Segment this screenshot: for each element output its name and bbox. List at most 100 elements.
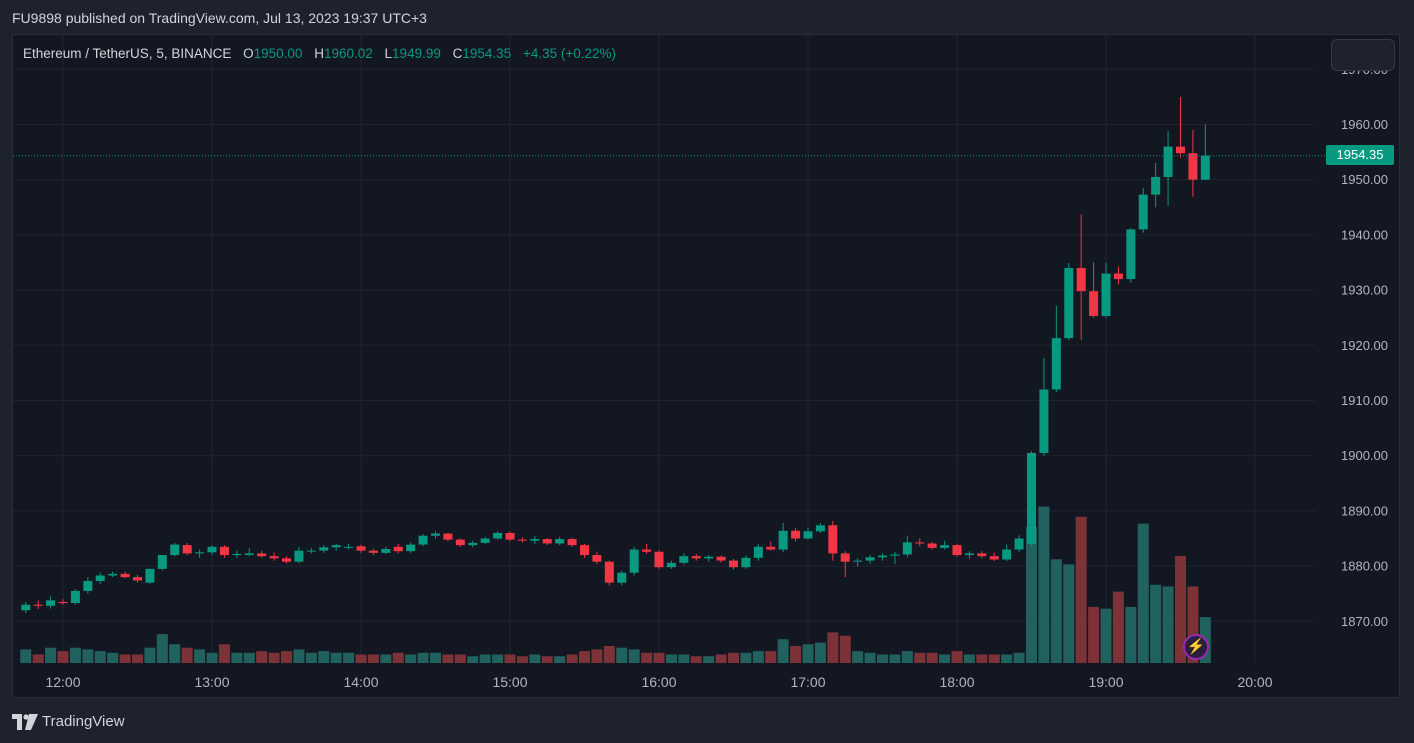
volume-bar: [1038, 506, 1050, 663]
candle: [915, 538, 925, 547]
candle: [157, 555, 167, 571]
candle: [70, 589, 80, 605]
candle-body: [120, 573, 130, 578]
candle-body: [791, 530, 801, 539]
candle-body: [530, 539, 540, 541]
volume-bar: [1075, 516, 1087, 663]
candle: [940, 540, 950, 550]
candle: [530, 535, 540, 545]
candle: [1138, 187, 1148, 233]
price-tick-label: 1900.00: [1341, 448, 1388, 463]
volume-bar: [194, 649, 206, 663]
time-tick-label: 12:00: [45, 674, 80, 690]
volume-bar: [367, 654, 379, 663]
candle-body: [915, 542, 925, 544]
candle: [815, 523, 825, 533]
volume-bar: [355, 654, 367, 663]
candle-body: [1076, 268, 1086, 292]
time-tick-label: 16:00: [641, 674, 676, 690]
price-tick-label: 1950.00: [1341, 172, 1388, 187]
volume-bar: [516, 656, 528, 663]
volume-bar: [181, 647, 193, 663]
candle-body: [927, 543, 937, 548]
volume-bar: [1112, 591, 1124, 663]
publish-header: FU9898 published on TradingView.com, Jul…: [0, 0, 1414, 34]
candle-body: [878, 555, 887, 558]
volume-bar: [132, 654, 143, 663]
candle: [517, 537, 527, 543]
time-tick-label: 20:00: [1237, 674, 1272, 690]
candle-body: [145, 568, 155, 583]
candle: [753, 544, 763, 561]
candle: [493, 531, 503, 540]
candle: [170, 542, 180, 557]
price-tick-label: 1880.00: [1341, 559, 1388, 574]
candle: [83, 577, 93, 594]
volume-bar: [57, 651, 69, 663]
candle: [95, 572, 105, 584]
candle-body: [964, 553, 974, 556]
candle: [1027, 451, 1036, 547]
candle: [989, 552, 999, 562]
candle-body: [480, 538, 490, 543]
candle: [629, 546, 639, 576]
candle-body: [1163, 146, 1173, 177]
candle: [207, 545, 217, 556]
volume-bar: [119, 654, 131, 663]
volume-bar: [1162, 586, 1174, 663]
volume-bar: [45, 647, 57, 663]
volume-bar: [82, 649, 94, 663]
price-tick-label: 1910.00: [1341, 393, 1388, 408]
candle: [1039, 357, 1049, 456]
candle-body: [356, 546, 366, 551]
volume-bar: [1013, 652, 1025, 663]
candle: [567, 537, 577, 547]
candle: [455, 538, 465, 547]
candle-body: [443, 533, 453, 540]
candle: [691, 553, 701, 561]
candle-body: [828, 525, 838, 554]
volume-bar: [877, 654, 888, 663]
chart-settings-box[interactable]: [1331, 39, 1395, 71]
candle-body: [865, 557, 875, 561]
candle: [356, 544, 366, 553]
time-tick-label: 18:00: [939, 674, 974, 690]
candle-body: [1113, 273, 1123, 280]
candle-body: [493, 532, 503, 539]
candle-body: [170, 544, 180, 556]
candle: [120, 571, 130, 579]
price-tick-label: 1960.00: [1341, 117, 1388, 132]
candle-body: [629, 549, 639, 573]
volume-bar: [889, 654, 901, 663]
candle-body: [381, 548, 391, 553]
volume-bar: [765, 651, 777, 663]
volume-bar: [492, 654, 504, 663]
close-value: 1954.35: [462, 46, 512, 61]
candle-body: [890, 554, 900, 556]
volume-bar: [1088, 606, 1100, 663]
volume-bar: [1050, 559, 1062, 663]
candle: [1113, 266, 1123, 285]
tradingview-logo-icon: [12, 714, 38, 730]
lightning-icon[interactable]: ⚡: [1183, 634, 1209, 660]
volume-bar: [728, 652, 739, 663]
candle-body: [455, 539, 465, 546]
candle: [778, 523, 788, 553]
candle-body: [1014, 538, 1024, 550]
volume-bars: [20, 506, 1211, 663]
candle: [666, 560, 676, 569]
volume-bar: [256, 651, 268, 663]
candle: [580, 544, 589, 558]
candle: [555, 536, 565, 546]
candle: [257, 550, 267, 558]
volume-bar: [156, 634, 168, 663]
candle: [1051, 305, 1061, 393]
volume-bar: [417, 652, 429, 663]
volume-bar: [963, 654, 975, 663]
candle-body: [902, 542, 912, 555]
volume-bar: [901, 651, 913, 663]
candle-body: [1089, 291, 1099, 317]
candle: [1002, 544, 1012, 562]
candle-body: [679, 556, 689, 563]
